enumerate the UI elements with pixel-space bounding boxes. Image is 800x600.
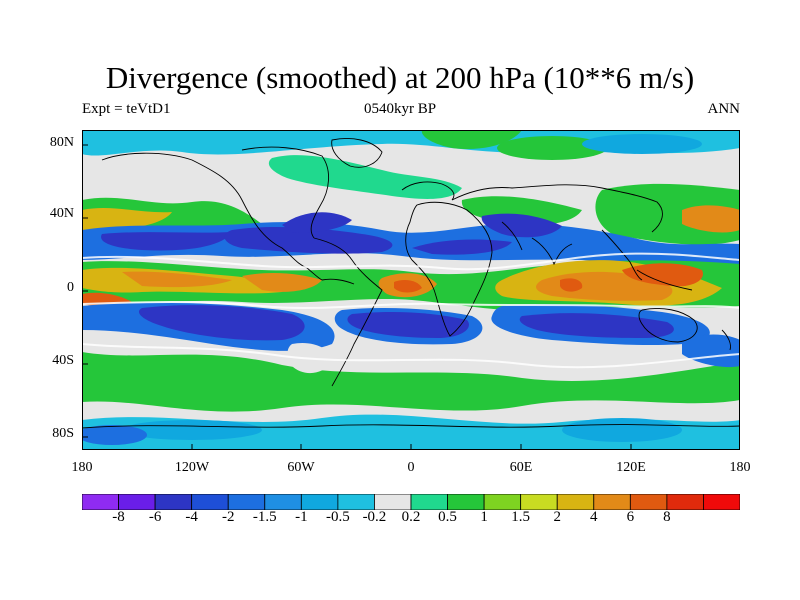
time-label: 0540kyr BP: [363, 101, 437, 117]
colorbar: [82, 494, 740, 510]
lat-label-40n: 40N: [49, 206, 74, 221]
colorbar-box: [556, 494, 595, 510]
colorbar-label: -6: [148, 509, 162, 525]
lat-label-0: 0: [67, 280, 74, 295]
colorbar-box: [374, 494, 412, 510]
lat-label-80n: 80N: [49, 135, 74, 150]
southern-green-band: [82, 352, 740, 412]
colorbar-box: [703, 494, 740, 510]
north-atlantic-storm: [268, 155, 462, 199]
colorbar-box: [629, 494, 668, 510]
season-label: ANN: [707, 101, 741, 117]
colorbar-label: 4: [590, 509, 598, 525]
colorbar-label: 2: [553, 509, 561, 525]
colorbar-label: -0.2: [362, 509, 387, 525]
colorbar-label: 6: [626, 509, 635, 525]
chart-title: Divergence (smoothed) at 200 hPa (10**6 …: [105, 60, 695, 95]
colorbar-box: [264, 494, 302, 510]
colorbar-box: [82, 494, 119, 510]
colorbar-label: -1.5: [252, 509, 277, 525]
lon-label-180w: 180: [71, 460, 93, 475]
colorbar-label: 1.5: [511, 509, 531, 525]
lat-label-40s: 40S: [52, 353, 74, 368]
lon-label-0: 0: [407, 460, 415, 475]
coastlines: [82, 138, 740, 429]
lon-label-60e: 60E: [509, 460, 533, 475]
colorbar-label: -0.5: [326, 509, 350, 525]
colorbar-label: 8: [663, 509, 671, 525]
colorbar-label: 0.5: [438, 509, 457, 525]
colorbar-box: [593, 494, 631, 510]
colorbar-box: [520, 494, 558, 510]
colorbar-label: 1: [480, 509, 488, 525]
lat-label-80s: 80S: [52, 426, 74, 441]
colorbar-label: -8: [112, 509, 125, 525]
experiment-label: Expt = teVtD1: [82, 101, 171, 117]
colorbar-box: [191, 494, 229, 510]
divergence-map: [82, 130, 740, 450]
colorbar-box: [300, 494, 339, 510]
colorbar-box: [410, 494, 448, 510]
lon-label-60w: 60W: [287, 460, 315, 475]
lon-label-120w: 120W: [174, 460, 210, 475]
colorbar-label: -2: [221, 509, 235, 525]
colorbar-box: [666, 494, 704, 510]
colorbar-box: [337, 494, 375, 510]
colorbar-box: [227, 494, 266, 510]
colorbar-box: [447, 494, 485, 510]
colorbar-box: [154, 494, 193, 510]
colorbar-label: -4: [185, 509, 198, 525]
colorbar-box: [118, 494, 156, 510]
colorbar-label: 0.2: [401, 509, 421, 525]
zero-contours: [82, 252, 740, 369]
colorbar-label: -1: [295, 509, 308, 525]
lon-label-180e: 180: [729, 460, 751, 475]
colorbar-box: [483, 494, 522, 510]
lon-label-120e: 120E: [616, 460, 646, 475]
